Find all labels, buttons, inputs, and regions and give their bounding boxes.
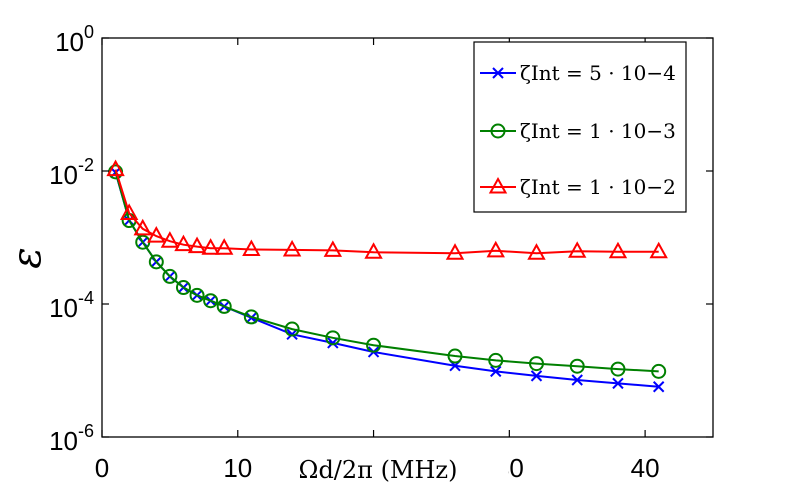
- data-point: [364, 242, 383, 259]
- data-point: [486, 240, 505, 258]
- data-point: [610, 361, 626, 377]
- legend-item: ζInt = 1 · 10−3: [480, 119, 676, 143]
- data-point: [282, 239, 302, 257]
- data-point: [488, 352, 504, 368]
- x-tick-label: 40: [631, 453, 660, 483]
- data-point: [651, 363, 667, 379]
- data-point: [528, 356, 544, 372]
- data-point: [284, 321, 300, 337]
- data-point: [201, 238, 220, 255]
- legend-marker: [488, 176, 508, 194]
- data-point: [327, 337, 339, 349]
- data-point: [160, 231, 180, 248]
- data-point: [148, 254, 164, 270]
- legend-box: [473, 41, 687, 213]
- data-point: [189, 287, 205, 303]
- data-point: [147, 226, 166, 243]
- data-point: [445, 243, 465, 260]
- data-point: [325, 330, 341, 346]
- legend-marker: [492, 67, 504, 79]
- data-point: [571, 374, 583, 386]
- data-point: [366, 337, 382, 353]
- legend: ζInt = 5 · 10−4 ζInt = 1 · 10−3 ζInt = 1 ·…: [473, 41, 687, 213]
- plot-frame: [101, 37, 714, 438]
- data-point: [242, 239, 261, 256]
- legend-label: ζInt = 5 · 10−4: [520, 61, 676, 85]
- y-tick-labels: 100 10-2 10-4 10-6: [49, 22, 94, 456]
- data-point: [323, 240, 343, 257]
- y-tick-label: 10-6: [49, 421, 94, 456]
- data-point: [175, 280, 191, 296]
- x-axis-label-bg: [276, 452, 508, 492]
- data-point: [174, 234, 193, 252]
- series-2: [108, 164, 667, 379]
- data-point: [133, 218, 152, 236]
- x-axis-label: Ωd/2π (MHz): [299, 456, 458, 484]
- data-point: [569, 358, 585, 374]
- series-line: [114, 169, 659, 255]
- data-point: [652, 381, 665, 393]
- legend-item: ζInt = 5 · 10−4: [480, 61, 676, 85]
- y-tick-label: 10-4: [49, 288, 94, 323]
- data-point: [162, 268, 178, 284]
- x-tick-label: 10: [223, 453, 252, 483]
- data-point: [649, 241, 668, 259]
- data-point: [490, 365, 502, 378]
- y-tick-label: 100: [55, 22, 94, 57]
- x-tick-label: 0: [95, 453, 109, 483]
- data-point: [608, 241, 628, 259]
- tick-marks: [101, 37, 713, 438]
- data-point: [215, 238, 234, 255]
- legend-item: ζInt = 1 · 10−2: [480, 175, 676, 199]
- data-point: [447, 348, 463, 364]
- series-line: [114, 171, 659, 373]
- data-point: [216, 298, 232, 314]
- data-point: [612, 377, 624, 390]
- legend-marker: [490, 123, 506, 139]
- data-point: [530, 370, 543, 382]
- data-point: [568, 241, 587, 258]
- data-point: [187, 236, 207, 254]
- data-point: [119, 203, 139, 220]
- series-3: [106, 159, 668, 260]
- data-point: [243, 309, 259, 325]
- data-point: [203, 293, 219, 309]
- data-point: [106, 159, 125, 177]
- y-axis-label: ε: [4, 247, 50, 268]
- legend-label: ζInt = 1 · 10−2: [520, 175, 676, 199]
- y-tick-label: 10-2: [49, 155, 94, 190]
- series-layer: [106, 159, 668, 393]
- data-point: [286, 328, 298, 341]
- legend-label: ζInt = 1 · 10−3: [520, 119, 676, 143]
- data-point: [527, 243, 546, 260]
